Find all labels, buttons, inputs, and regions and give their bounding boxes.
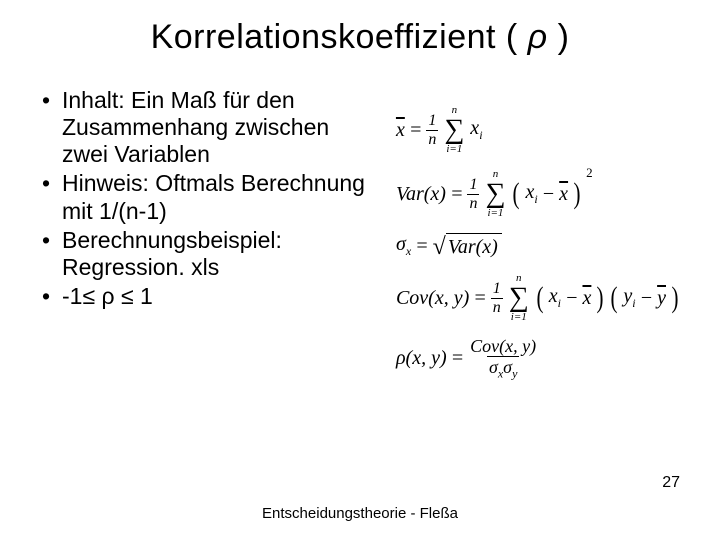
lparen: ( (513, 182, 520, 206)
page-number: 27 (662, 474, 680, 492)
slide-footer: Entscheidungstheorie - Fleßa (0, 505, 720, 522)
formula-variance: Var(x) = 1 n n ∑ i=1 ( xi − x ) 2 (396, 169, 593, 219)
rparen: ) (672, 286, 679, 310)
rho-lhs: ρ(x, y) (396, 347, 447, 370)
sigma-lhs: σx (396, 233, 411, 259)
term: yi (623, 285, 635, 311)
formula-mean: x = 1 n n ∑ i=1 xi (396, 105, 483, 155)
bullet-list: Inhalt: Ein Maß für den Zusammenhang zwi… (40, 87, 378, 380)
bullet-item: Berechnungsbeispiel: Regression. xls (40, 227, 378, 281)
rparen: ) (574, 182, 581, 206)
term: xi (549, 285, 561, 311)
frac-1-n: 1 n (426, 113, 438, 148)
title-prefix: Korrelationskoeffizient ( (151, 18, 528, 56)
sum-symbol: n ∑ i=1 (509, 273, 529, 323)
slide: Korrelationskoeffizient ( ρ ) Inhalt: Ei… (0, 0, 720, 540)
minus: − (640, 287, 654, 310)
xbar: x (559, 183, 568, 206)
title-rho: ρ (528, 18, 548, 56)
lparen: ( (536, 286, 543, 310)
bullet-item: Hinweis: Oftmals Berechnung mit 1/(n-1) (40, 170, 378, 224)
formula-sigma: σx = √ Var(x) (396, 233, 502, 259)
xbar: x (396, 119, 405, 142)
title-suffix: ) (548, 18, 570, 56)
equals: = (415, 235, 429, 258)
term-xi: xi (470, 117, 482, 143)
slide-title: Korrelationskoeffizient ( ρ ) (40, 18, 680, 57)
sum-symbol: n ∑ i=1 (444, 105, 464, 155)
lparen: ( (611, 286, 618, 310)
var-lhs: Var(x) (396, 183, 446, 206)
equals: = (450, 183, 464, 206)
squared: 2 (586, 165, 593, 181)
equals: = (473, 287, 487, 310)
bullet-item: -1≤ ρ ≤ 1 (40, 283, 378, 310)
equals: = (409, 119, 423, 142)
ybar: y (657, 287, 666, 310)
equals: = (451, 347, 465, 370)
cov-lhs: Cov(x, y) (396, 287, 469, 310)
minus: − (542, 183, 556, 206)
content-row: Inhalt: Ein Maß für den Zusammenhang zwi… (40, 87, 680, 380)
frac-1-n: 1 n (467, 177, 479, 212)
minus: − (565, 287, 579, 310)
formula-rho: ρ(x, y) = Cov(x, y) σxσy (396, 337, 538, 380)
rparen: ) (597, 286, 604, 310)
term: xi (525, 181, 537, 207)
sum-symbol: n ∑ i=1 (485, 169, 505, 219)
xbar: x (582, 287, 591, 310)
frac-1-n: 1 n (491, 281, 503, 316)
formula-column: x = 1 n n ∑ i=1 xi Var(x) = 1 n (386, 87, 680, 380)
sqrt: √ Var(x) (433, 233, 502, 259)
bullet-item: Inhalt: Ein Maß für den Zusammenhang zwi… (40, 87, 378, 168)
formula-covariance: Cov(x, y) = 1 n n ∑ i=1 ( xi − x ) ( yi … (396, 273, 680, 323)
frac-cov-sigma: Cov(x, y) σxσy (468, 337, 538, 380)
